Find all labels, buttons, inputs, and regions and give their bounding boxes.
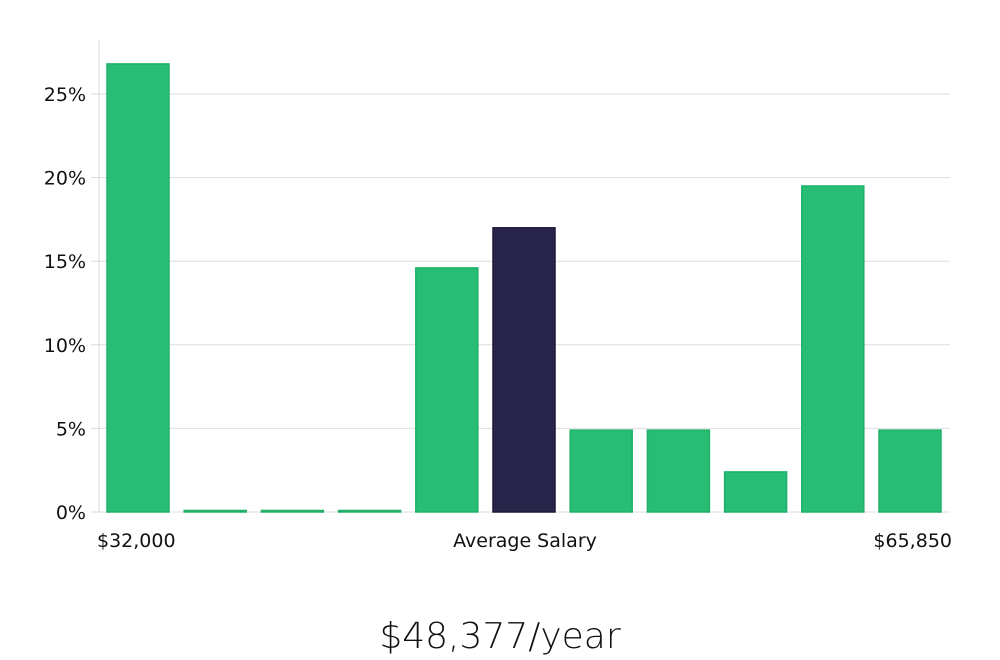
bar-9 xyxy=(801,185,865,513)
bar-4 xyxy=(415,267,479,513)
y-tick-label-25: 25% xyxy=(44,84,86,106)
y-axis-ticks: 0% 5% 10% 15% 20% 25% xyxy=(44,84,99,524)
bar-1 xyxy=(183,509,247,513)
average-salary-headline: $48,377/year xyxy=(379,616,621,657)
y-tick-label-0: 0% xyxy=(56,502,86,524)
y-tick-label-10: 10% xyxy=(44,335,86,357)
y-tick-label-20: 20% xyxy=(44,168,86,190)
bar-average-highlight xyxy=(492,227,556,513)
y-tick-label-5: 5% xyxy=(56,418,86,440)
bar-10 xyxy=(878,429,942,513)
bar-3 xyxy=(337,509,402,513)
x-label-min: $32,000 xyxy=(97,530,176,552)
x-label-max: $65,850 xyxy=(873,530,952,552)
bar-0 xyxy=(106,63,170,513)
x-label-center: Average Salary xyxy=(453,530,597,552)
bar-8 xyxy=(723,471,788,513)
bar-6 xyxy=(569,429,633,513)
bars xyxy=(106,63,942,513)
bar-7 xyxy=(646,429,711,513)
y-tick-label-15: 15% xyxy=(44,251,86,273)
bar-2 xyxy=(260,509,325,513)
